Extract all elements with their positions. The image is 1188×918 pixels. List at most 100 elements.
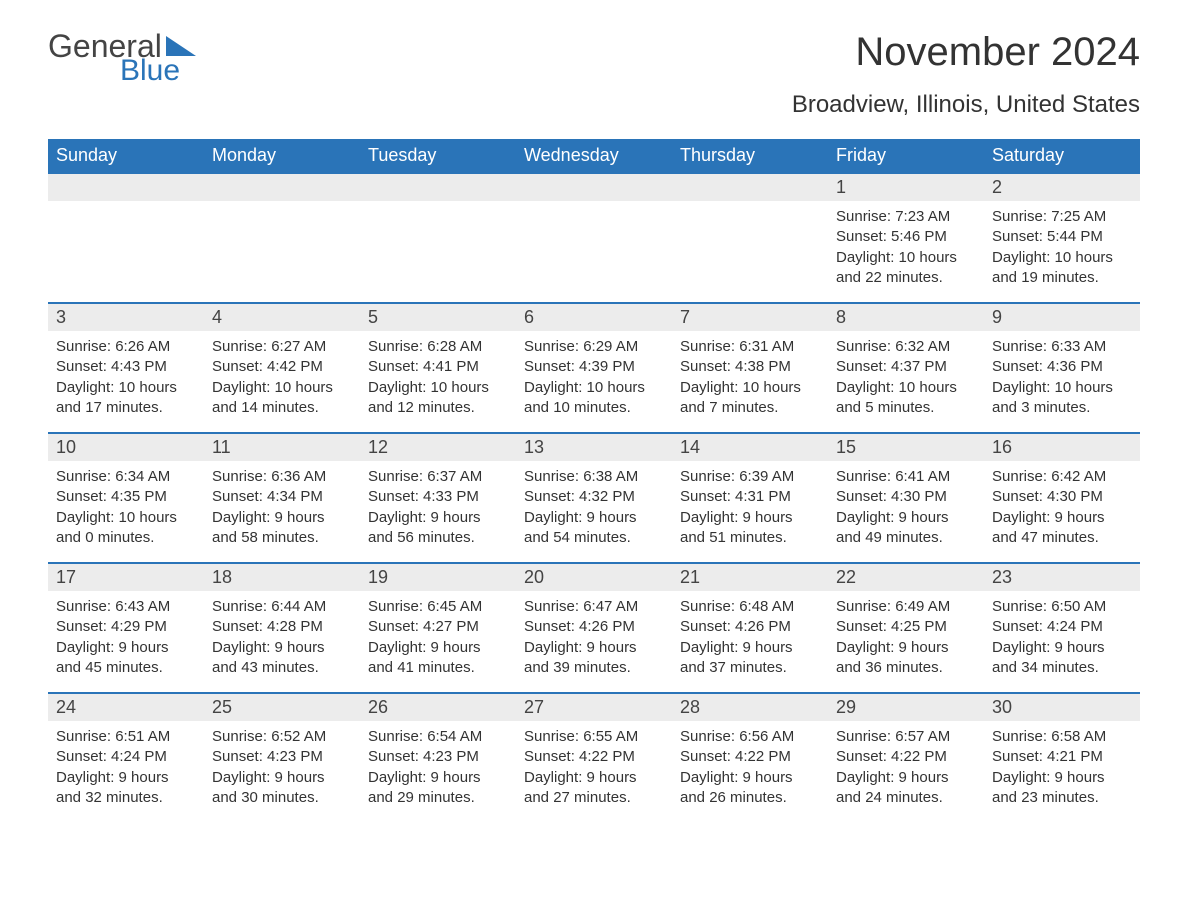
day-dl2: and 27 minutes.: [524, 788, 664, 808]
calendar-cell: [204, 173, 360, 303]
day-number: 25: [204, 694, 360, 721]
day-dl1: Daylight: 9 hours: [524, 768, 664, 788]
day-dl1: Daylight: 9 hours: [212, 508, 352, 528]
calendar-cell: 29Sunrise: 6:57 AMSunset: 4:22 PMDayligh…: [828, 693, 984, 823]
calendar-cell: 3Sunrise: 6:26 AMSunset: 4:43 PMDaylight…: [48, 303, 204, 433]
day-sunrise: Sunrise: 6:33 AM: [992, 337, 1132, 357]
calendar-cell: 8Sunrise: 6:32 AMSunset: 4:37 PMDaylight…: [828, 303, 984, 433]
calendar-week-row: 24Sunrise: 6:51 AMSunset: 4:24 PMDayligh…: [48, 693, 1140, 823]
day-sunrise: Sunrise: 6:37 AM: [368, 467, 508, 487]
day-sunset: Sunset: 5:44 PM: [992, 227, 1132, 247]
day-body: Sunrise: 6:26 AMSunset: 4:43 PMDaylight:…: [48, 331, 204, 428]
day-number-empty: [516, 174, 672, 201]
day-body: Sunrise: 6:55 AMSunset: 4:22 PMDaylight:…: [516, 721, 672, 818]
day-dl2: and 12 minutes.: [368, 398, 508, 418]
day-sunrise: Sunrise: 6:39 AM: [680, 467, 820, 487]
dayhead-sun: Sunday: [48, 139, 204, 173]
calendar-cell: 6Sunrise: 6:29 AMSunset: 4:39 PMDaylight…: [516, 303, 672, 433]
day-sunset: Sunset: 4:38 PM: [680, 357, 820, 377]
calendar-cell: 14Sunrise: 6:39 AMSunset: 4:31 PMDayligh…: [672, 433, 828, 563]
day-dl2: and 30 minutes.: [212, 788, 352, 808]
day-body: Sunrise: 7:25 AMSunset: 5:44 PMDaylight:…: [984, 201, 1140, 298]
day-dl1: Daylight: 10 hours: [836, 378, 976, 398]
calendar-cell: 22Sunrise: 6:49 AMSunset: 4:25 PMDayligh…: [828, 563, 984, 693]
day-number: 5: [360, 304, 516, 331]
day-sunrise: Sunrise: 6:36 AM: [212, 467, 352, 487]
day-number: 30: [984, 694, 1140, 721]
day-dl1: Daylight: 10 hours: [56, 508, 196, 528]
day-sunrise: Sunrise: 6:52 AM: [212, 727, 352, 747]
dayhead-wed: Wednesday: [516, 139, 672, 173]
day-number: 6: [516, 304, 672, 331]
day-dl2: and 51 minutes.: [680, 528, 820, 548]
day-body: Sunrise: 6:43 AMSunset: 4:29 PMDaylight:…: [48, 591, 204, 688]
day-body: Sunrise: 6:37 AMSunset: 4:33 PMDaylight:…: [360, 461, 516, 558]
calendar-week-row: 17Sunrise: 6:43 AMSunset: 4:29 PMDayligh…: [48, 563, 1140, 693]
day-dl1: Daylight: 9 hours: [836, 638, 976, 658]
calendar-body: 1Sunrise: 7:23 AMSunset: 5:46 PMDaylight…: [48, 173, 1140, 823]
day-sunset: Sunset: 4:24 PM: [56, 747, 196, 767]
day-dl1: Daylight: 10 hours: [680, 378, 820, 398]
calendar-cell: 23Sunrise: 6:50 AMSunset: 4:24 PMDayligh…: [984, 563, 1140, 693]
day-sunrise: Sunrise: 7:25 AM: [992, 207, 1132, 227]
day-dl1: Daylight: 10 hours: [992, 378, 1132, 398]
calendar-cell: 16Sunrise: 6:42 AMSunset: 4:30 PMDayligh…: [984, 433, 1140, 563]
day-sunset: Sunset: 4:23 PM: [368, 747, 508, 767]
day-number: 29: [828, 694, 984, 721]
calendar-table: Sunday Monday Tuesday Wednesday Thursday…: [48, 139, 1140, 823]
day-dl1: Daylight: 9 hours: [368, 768, 508, 788]
calendar-cell: 12Sunrise: 6:37 AMSunset: 4:33 PMDayligh…: [360, 433, 516, 563]
day-body: Sunrise: 6:58 AMSunset: 4:21 PMDaylight:…: [984, 721, 1140, 818]
day-dl2: and 54 minutes.: [524, 528, 664, 548]
day-body: Sunrise: 6:57 AMSunset: 4:22 PMDaylight:…: [828, 721, 984, 818]
day-dl2: and 49 minutes.: [836, 528, 976, 548]
day-dl2: and 23 minutes.: [992, 788, 1132, 808]
day-body: Sunrise: 6:27 AMSunset: 4:42 PMDaylight:…: [204, 331, 360, 428]
logo-triangle-icon: [166, 36, 196, 56]
day-number: 22: [828, 564, 984, 591]
calendar-cell: 18Sunrise: 6:44 AMSunset: 4:28 PMDayligh…: [204, 563, 360, 693]
day-body: Sunrise: 6:47 AMSunset: 4:26 PMDaylight:…: [516, 591, 672, 688]
day-number: 28: [672, 694, 828, 721]
day-number: 15: [828, 434, 984, 461]
day-dl1: Daylight: 10 hours: [992, 248, 1132, 268]
day-sunrise: Sunrise: 6:27 AM: [212, 337, 352, 357]
day-dl2: and 19 minutes.: [992, 268, 1132, 288]
day-dl2: and 26 minutes.: [680, 788, 820, 808]
day-sunset: Sunset: 4:26 PM: [524, 617, 664, 637]
day-dl1: Daylight: 10 hours: [524, 378, 664, 398]
calendar-cell: 19Sunrise: 6:45 AMSunset: 4:27 PMDayligh…: [360, 563, 516, 693]
day-dl1: Daylight: 9 hours: [368, 638, 508, 658]
day-sunrise: Sunrise: 6:34 AM: [56, 467, 196, 487]
day-sunset: Sunset: 4:27 PM: [368, 617, 508, 637]
dayhead-mon: Monday: [204, 139, 360, 173]
day-dl1: Daylight: 9 hours: [992, 768, 1132, 788]
calendar-cell: 15Sunrise: 6:41 AMSunset: 4:30 PMDayligh…: [828, 433, 984, 563]
day-number: 1: [828, 174, 984, 201]
dayhead-fri: Friday: [828, 139, 984, 173]
day-dl1: Daylight: 9 hours: [56, 638, 196, 658]
day-sunrise: Sunrise: 6:42 AM: [992, 467, 1132, 487]
day-sunrise: Sunrise: 6:48 AM: [680, 597, 820, 617]
day-dl1: Daylight: 9 hours: [212, 638, 352, 658]
day-dl1: Daylight: 9 hours: [524, 638, 664, 658]
day-sunset: Sunset: 4:24 PM: [992, 617, 1132, 637]
day-number: 24: [48, 694, 204, 721]
day-body: Sunrise: 6:34 AMSunset: 4:35 PMDaylight:…: [48, 461, 204, 558]
dayhead-tue: Tuesday: [360, 139, 516, 173]
day-dl2: and 37 minutes.: [680, 658, 820, 678]
day-body: Sunrise: 6:41 AMSunset: 4:30 PMDaylight:…: [828, 461, 984, 558]
calendar-cell: 20Sunrise: 6:47 AMSunset: 4:26 PMDayligh…: [516, 563, 672, 693]
day-sunset: Sunset: 4:43 PM: [56, 357, 196, 377]
calendar-cell: 5Sunrise: 6:28 AMSunset: 4:41 PMDaylight…: [360, 303, 516, 433]
day-dl2: and 17 minutes.: [56, 398, 196, 418]
day-sunrise: Sunrise: 6:54 AM: [368, 727, 508, 747]
day-body: Sunrise: 6:51 AMSunset: 4:24 PMDaylight:…: [48, 721, 204, 818]
day-sunrise: Sunrise: 6:26 AM: [56, 337, 196, 357]
day-body: Sunrise: 6:32 AMSunset: 4:37 PMDaylight:…: [828, 331, 984, 428]
day-dl1: Daylight: 10 hours: [212, 378, 352, 398]
calendar-cell: 11Sunrise: 6:36 AMSunset: 4:34 PMDayligh…: [204, 433, 360, 563]
day-sunset: Sunset: 4:30 PM: [992, 487, 1132, 507]
day-dl2: and 32 minutes.: [56, 788, 196, 808]
day-body: Sunrise: 6:52 AMSunset: 4:23 PMDaylight:…: [204, 721, 360, 818]
